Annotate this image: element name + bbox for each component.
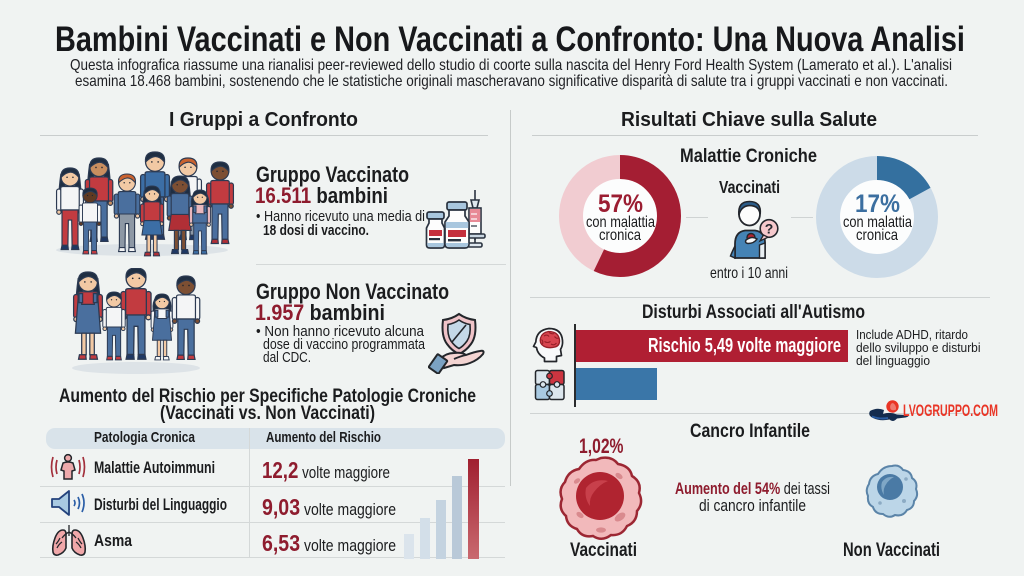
svg-text:LVOGRUPPO.COM: LVOGRUPPO.COM: [903, 402, 998, 420]
svg-text:?: ?: [765, 221, 774, 237]
